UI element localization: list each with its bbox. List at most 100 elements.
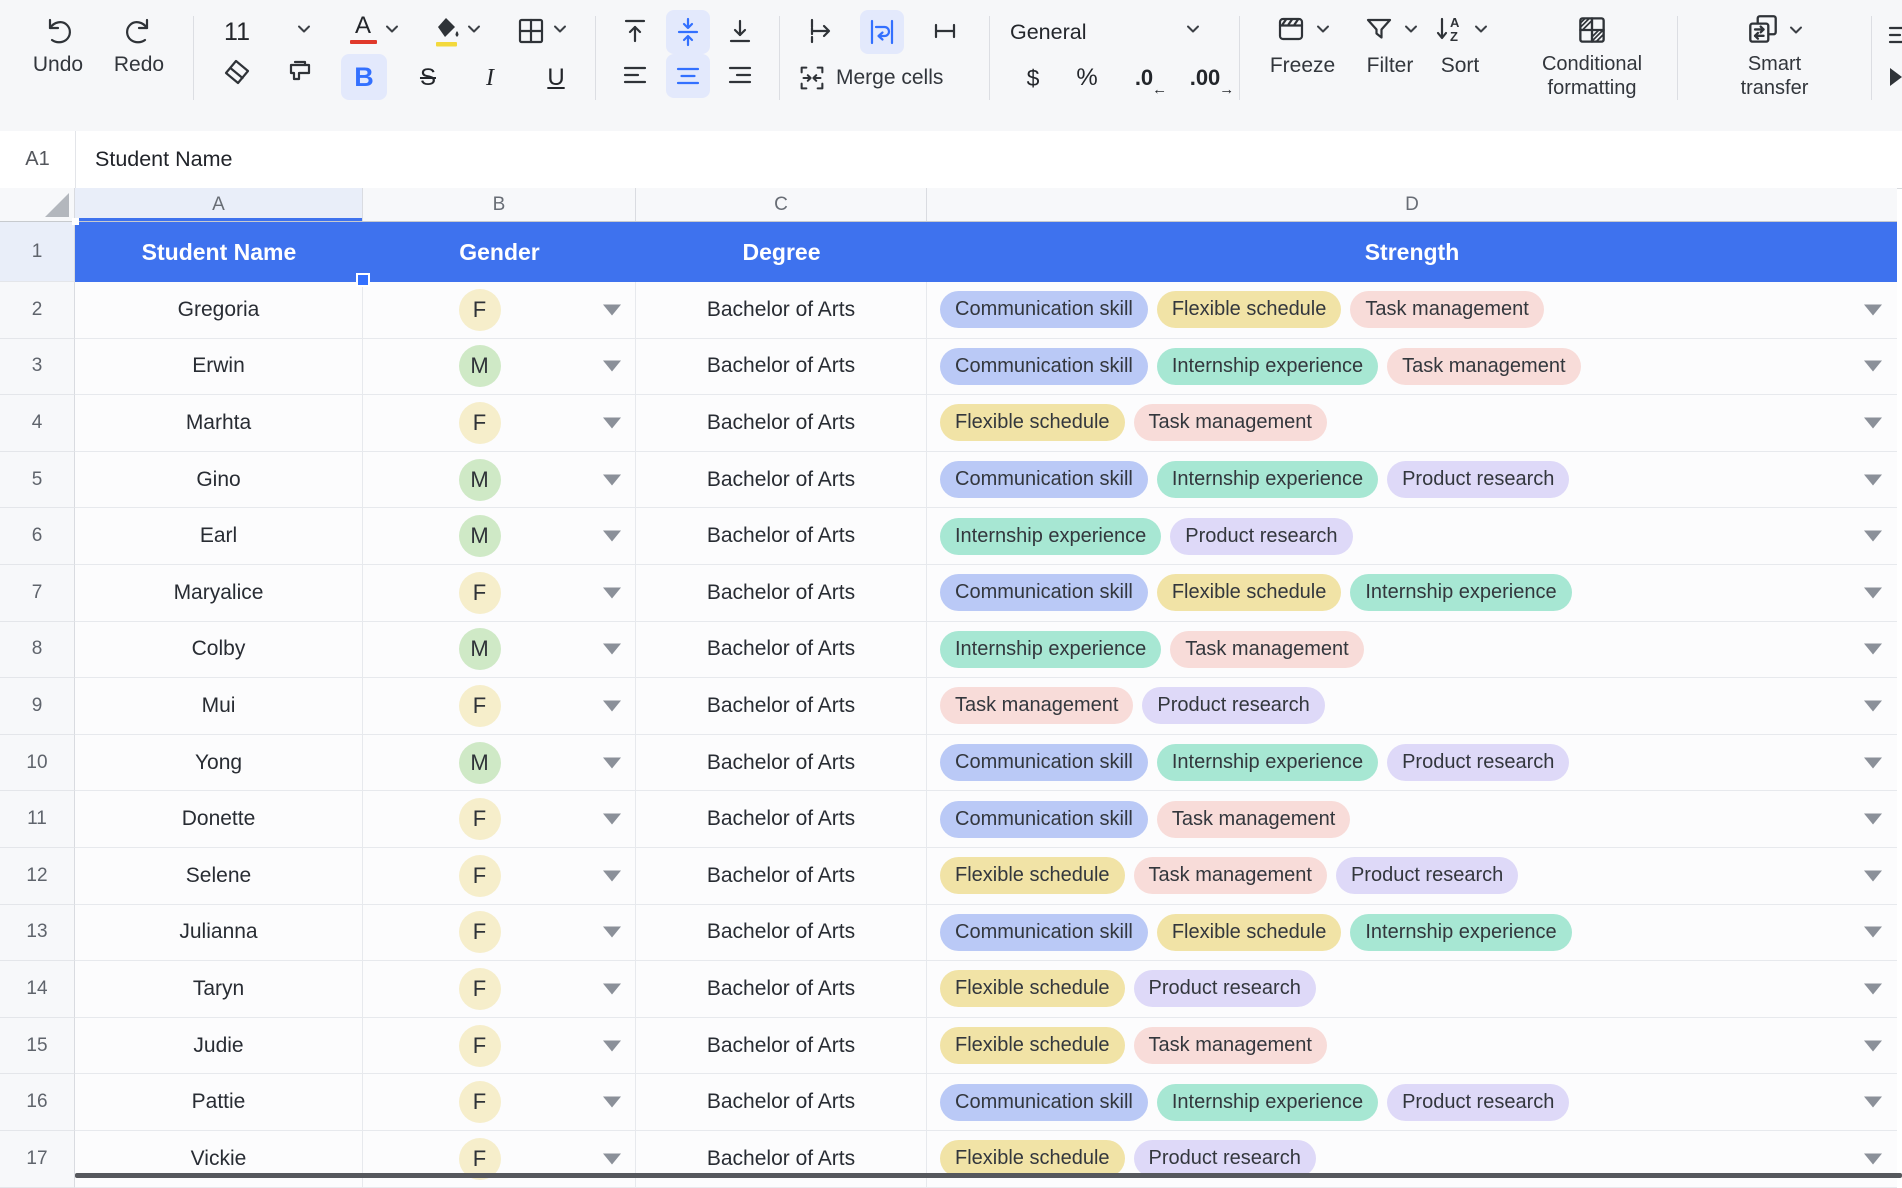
cell-name[interactable]: Colby xyxy=(75,621,363,679)
header-cell-strength[interactable]: Strength xyxy=(1364,238,1460,265)
cell-strength[interactable]: Flexible schedule Product research xyxy=(927,961,1897,1018)
cell-gender[interactable]: M xyxy=(363,451,636,509)
currency-format-button[interactable]: $ xyxy=(1018,58,1048,98)
cell-gender[interactable]: M xyxy=(363,621,636,679)
column-header-C[interactable]: C xyxy=(636,188,927,221)
dropdown-arrow-icon[interactable] xyxy=(603,1096,621,1108)
clipped-toolbar-icon[interactable] xyxy=(1888,66,1902,88)
row-number-15[interactable]: 15 xyxy=(0,1017,75,1075)
font-size-dropdown[interactable] xyxy=(296,24,312,34)
font-color-dropdown[interactable] xyxy=(384,24,400,34)
cell-gender[interactable]: F xyxy=(363,1017,636,1075)
dropdown-arrow-icon[interactable] xyxy=(1864,983,1882,995)
header-cell-gender[interactable]: Gender xyxy=(459,238,540,265)
cell-name[interactable]: Marhta xyxy=(75,395,363,452)
dropdown-arrow-icon[interactable] xyxy=(603,757,621,769)
dropdown-arrow-icon[interactable] xyxy=(603,870,621,882)
font-size-select[interactable]: 11 xyxy=(210,12,264,52)
font-color-button[interactable]: A xyxy=(344,14,382,44)
cell-strength[interactable]: Internship experience Product research xyxy=(927,508,1897,565)
cell-gender[interactable]: F xyxy=(363,678,636,735)
dropdown-arrow-icon[interactable] xyxy=(1864,587,1882,599)
cell-gender[interactable]: F xyxy=(363,904,636,962)
cell-strength[interactable]: Flexible schedule Product research xyxy=(927,1130,1897,1188)
redo-button[interactable]: Redo xyxy=(99,14,179,77)
fill-color-dropdown[interactable] xyxy=(466,24,482,34)
row-number-8[interactable]: 8 xyxy=(0,621,75,679)
dropdown-arrow-icon[interactable] xyxy=(1864,1153,1882,1165)
dropdown-arrow-icon[interactable] xyxy=(603,700,621,712)
cell-name[interactable]: Vickie xyxy=(75,1130,363,1188)
cell-strength[interactable]: Flexible schedule Task management xyxy=(927,1017,1897,1075)
dropdown-arrow-icon[interactable] xyxy=(603,983,621,995)
cell-reference-box[interactable]: A1 xyxy=(25,148,50,170)
sort-button[interactable]: A Z Sort xyxy=(1425,12,1495,78)
text-wrap-button[interactable] xyxy=(860,10,904,54)
column-header-A[interactable]: A xyxy=(75,188,363,221)
borders-dropdown[interactable] xyxy=(552,24,568,34)
row-number-1[interactable]: 1 xyxy=(0,222,75,282)
number-format-select[interactable]: General xyxy=(1010,14,1130,50)
dropdown-arrow-icon[interactable] xyxy=(1864,813,1882,825)
cell-gender[interactable]: M xyxy=(363,734,636,792)
row-number-16[interactable]: 16 xyxy=(0,1074,75,1131)
text-clip-button[interactable] xyxy=(925,14,965,48)
row-number-10[interactable]: 10 xyxy=(0,734,75,792)
cell-strength[interactable]: Communication skill Internship experience… xyxy=(927,1074,1897,1131)
row-number-6[interactable]: 6 xyxy=(0,508,75,565)
dropdown-arrow-icon[interactable] xyxy=(1864,926,1882,938)
dropdown-arrow-icon[interactable] xyxy=(1864,304,1882,316)
cell-name[interactable]: Erwin xyxy=(75,338,363,396)
cell-name[interactable]: Mui xyxy=(75,678,363,735)
row-number-12[interactable]: 12 xyxy=(0,847,75,905)
cell-degree[interactable]: Bachelor of Arts xyxy=(636,395,927,452)
dropdown-arrow-icon[interactable] xyxy=(603,360,621,372)
format-painter-button[interactable] xyxy=(280,56,320,90)
cell-gender[interactable]: F xyxy=(363,282,636,339)
row-number-5[interactable]: 5 xyxy=(0,451,75,509)
valign-top-button[interactable] xyxy=(615,14,655,48)
cell-strength[interactable]: Communication skill Flexible schedule Task… xyxy=(927,282,1897,339)
underline-button[interactable]: U xyxy=(536,56,576,100)
dropdown-arrow-icon[interactable] xyxy=(603,587,621,599)
halign-right-button[interactable] xyxy=(720,58,760,92)
number-format-dropdown[interactable] xyxy=(1185,24,1201,34)
dropdown-arrow-icon[interactable] xyxy=(1864,474,1882,486)
row-number-4[interactable]: 4 xyxy=(0,395,75,452)
dropdown-arrow-icon[interactable] xyxy=(603,1040,621,1052)
cell-degree[interactable]: Bachelor of Arts xyxy=(636,621,927,679)
dropdown-arrow-icon[interactable] xyxy=(1864,870,1882,882)
halign-left-button[interactable] xyxy=(615,58,655,92)
clear-format-button[interactable] xyxy=(217,56,257,90)
cell-gender[interactable]: F xyxy=(363,791,636,848)
cell-strength[interactable]: Communication skill Internship experience… xyxy=(927,451,1897,509)
dropdown-arrow-icon[interactable] xyxy=(603,643,621,655)
bold-button[interactable]: B xyxy=(341,54,387,100)
cell-gender[interactable]: F xyxy=(363,1130,636,1188)
cell-gender[interactable]: F xyxy=(363,395,636,452)
dropdown-arrow-icon[interactable] xyxy=(1864,1096,1882,1108)
filter-button[interactable]: Filter xyxy=(1350,12,1430,78)
dropdown-arrow-icon[interactable] xyxy=(603,474,621,486)
cell-name[interactable]: Donette xyxy=(75,791,363,848)
header-cell-student-name[interactable]: Student Name xyxy=(141,238,297,265)
cell-degree[interactable]: Bachelor of Arts xyxy=(636,564,927,622)
fill-color-button[interactable] xyxy=(427,10,465,54)
text-overflow-button[interactable] xyxy=(800,14,840,48)
dropdown-arrow-icon[interactable] xyxy=(1864,643,1882,655)
row-number-11[interactable]: 11 xyxy=(0,791,75,848)
cell-name[interactable]: Gino xyxy=(75,451,363,509)
percent-format-button[interactable]: % xyxy=(1068,58,1106,98)
dropdown-arrow-icon[interactable] xyxy=(1864,360,1882,372)
cell-degree[interactable]: Bachelor of Arts xyxy=(636,847,927,905)
header-cell-degree[interactable]: Degree xyxy=(742,238,821,265)
smart-transfer-button[interactable]: Smart transfer xyxy=(1712,12,1837,100)
column-header-D[interactable]: D xyxy=(1405,193,1419,215)
cell-strength[interactable]: Communication skill Task management xyxy=(927,791,1897,848)
cell-degree[interactable]: Bachelor of Arts xyxy=(636,678,927,735)
cell-degree[interactable]: Bachelor of Arts xyxy=(636,282,927,339)
dropdown-arrow-icon[interactable] xyxy=(1864,700,1882,712)
merge-cells-button[interactable]: Merge cells xyxy=(796,56,943,100)
fill-handle[interactable] xyxy=(356,273,370,287)
cell-degree[interactable]: Bachelor of Arts xyxy=(636,734,927,792)
